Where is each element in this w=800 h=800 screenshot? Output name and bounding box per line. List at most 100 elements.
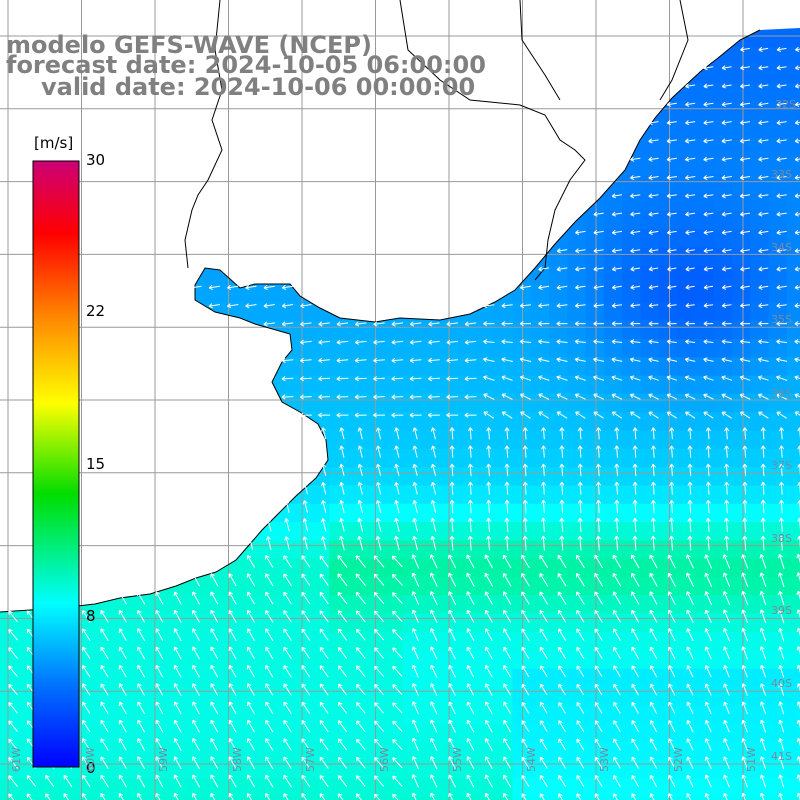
wind-speed-cell (695, 82, 715, 102)
wind-arrow (686, 646, 694, 660)
wind-arrow (448, 609, 456, 623)
wind-arrow (559, 499, 565, 514)
wind-arrow (594, 793, 600, 800)
wind-arrow (649, 720, 658, 733)
wind-arrow (265, 664, 274, 678)
wind-arrow (538, 411, 550, 419)
wind-arrow (337, 683, 348, 696)
wind-arrow (357, 499, 363, 514)
wind-speed-cell (786, 448, 800, 468)
wind-speed-cell (622, 211, 642, 230)
wind-speed-cell (768, 485, 788, 505)
wind-arrow (392, 610, 403, 623)
wind-speed-cell (494, 412, 513, 432)
wind-arrow (721, 83, 732, 89)
wind-arrow (593, 229, 604, 235)
wind-arrow (265, 573, 274, 587)
wind-arrow (302, 518, 309, 532)
wind-arrow (319, 573, 329, 586)
wind-arrow (649, 683, 658, 696)
lat-label-41s: 41S (771, 750, 792, 763)
wind-speed-cell (622, 430, 642, 450)
wind-arrow (301, 628, 311, 641)
wind-arrow (192, 609, 200, 623)
wind-arrow (668, 774, 676, 788)
wind-speed-cell (732, 412, 751, 432)
wind-arrow (336, 321, 349, 327)
lon-label-52w: 52W (672, 747, 685, 772)
wind-arrow (612, 591, 622, 605)
wind-arrow (794, 339, 800, 345)
wind-speed-cell (384, 503, 404, 523)
wind-arrow (100, 701, 109, 715)
wind-arrow (519, 357, 532, 363)
wind-speed-cell (457, 522, 477, 541)
wind-arrow (576, 738, 585, 751)
wind-arrow (556, 357, 568, 363)
wind-arrow (337, 702, 348, 714)
wind-arrow (484, 664, 493, 678)
wind-speed-cell (713, 101, 733, 121)
wind-speed-cell (713, 211, 733, 230)
wind-arrow (374, 793, 381, 800)
wind-arrow (228, 683, 237, 696)
wind-arrow (558, 738, 567, 751)
wind-speed-cell (622, 668, 642, 688)
wind-arrow (356, 628, 366, 641)
wind-speed-cell (750, 778, 770, 798)
wind-speed-cell (695, 723, 715, 743)
wind-arrow (686, 774, 694, 788)
wind-arrow (394, 481, 400, 495)
wind-arrow (26, 793, 33, 800)
wind-arrow (558, 646, 567, 660)
wind-speed-cell (658, 394, 678, 413)
wind-arrow (519, 303, 531, 309)
wind-arrow (464, 376, 477, 382)
wind-speed-cell (402, 613, 422, 633)
wind-speed-cell (622, 302, 642, 322)
wind-arrow (373, 376, 385, 382)
wind-arrow (300, 357, 312, 364)
wind-arrow (760, 445, 766, 458)
wind-arrow (593, 248, 604, 254)
wind-arrow (577, 463, 583, 477)
wind-speed-cell (695, 357, 715, 377)
wind-speed-cell (713, 650, 733, 670)
wind-arrow (299, 394, 312, 400)
wind-speed-cell (457, 339, 477, 358)
wind-speed-cell (695, 265, 715, 285)
wind-arrow (320, 536, 327, 551)
wind-arrow (757, 375, 769, 381)
wind-speed-cell (329, 320, 349, 340)
wind-arrow (245, 303, 257, 309)
wind-arrow (667, 591, 676, 605)
wind-arrow (520, 411, 531, 419)
wind-arrow (483, 339, 495, 345)
wind-speed-cell (640, 339, 660, 358)
wind-arrow (687, 427, 693, 440)
wind-arrow (192, 646, 200, 660)
wind-speed-cell (91, 796, 111, 800)
wind-arrow (595, 463, 602, 477)
wind-arrow (319, 665, 329, 678)
wind-speed-cell (402, 485, 422, 505)
wind-arrow (558, 665, 566, 678)
wind-speed-cell (329, 467, 349, 487)
wind-speed-cell (494, 302, 513, 322)
wind-speed-cell (622, 247, 642, 267)
wind-speed-cell (603, 485, 623, 505)
wind-arrow (502, 554, 512, 569)
wind-speed-cell (695, 119, 715, 139)
wind-arrow (685, 303, 695, 309)
wind-arrow (776, 120, 787, 126)
wind-speed-cell (420, 357, 440, 377)
wind-arrow (321, 463, 327, 477)
wind-speed-cell (622, 485, 642, 505)
wind-arrow (721, 120, 732, 126)
wind-speed-cell (786, 503, 800, 523)
wind-arrow (776, 357, 788, 363)
wind-arrow (794, 229, 800, 235)
wind-arrow (446, 394, 459, 400)
wind-arrow (247, 536, 254, 551)
wind-arrow (356, 702, 366, 714)
